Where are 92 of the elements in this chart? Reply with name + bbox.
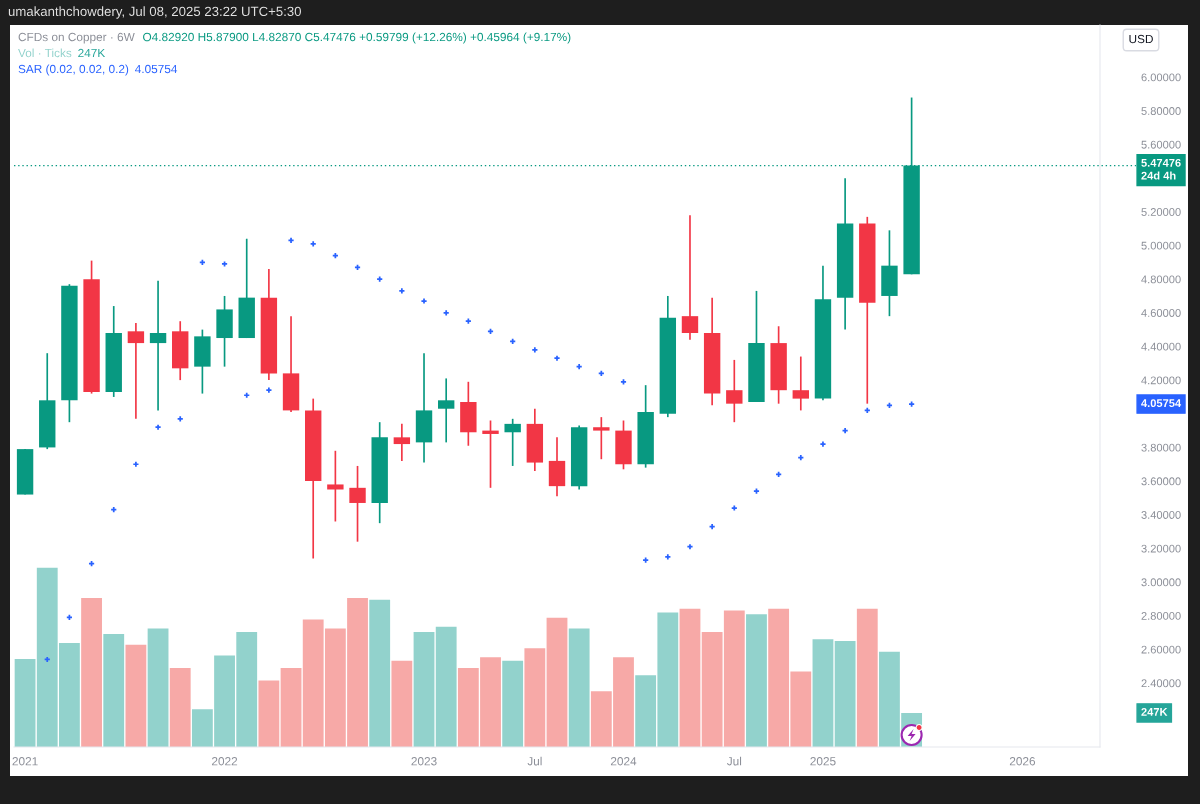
text: USD (1129, 34, 1153, 44)
y-tick-label: 5.60000 (1141, 140, 1181, 149)
point (399, 288, 405, 294)
bar (856, 608, 878, 747)
bar (280, 668, 302, 747)
point (288, 237, 294, 244)
point (820, 441, 826, 447)
y-tick-label: 3.80000 (1141, 443, 1181, 452)
point (532, 347, 538, 353)
x-tick-label: 2024 (610, 757, 637, 766)
text: 247K (1141, 708, 1168, 716)
bar (125, 644, 147, 747)
point (576, 364, 582, 370)
x-tick-label: 2025 (810, 757, 836, 766)
bar (81, 598, 102, 747)
x-tick-label: 2026 (1009, 757, 1036, 766)
bar (147, 628, 169, 747)
y-tick-label: 4.40000 (1141, 342, 1181, 351)
point (377, 276, 383, 282)
point (310, 241, 316, 247)
point (133, 461, 139, 467)
y-tick-label: 5.20000 (1141, 208, 1181, 216)
point (554, 355, 560, 361)
bar (546, 617, 568, 747)
y-tick-label: 4.20000 (1141, 376, 1181, 385)
bar (369, 599, 391, 747)
annotation: 247K (78, 48, 106, 58)
x-tick-label: 2021 (12, 757, 38, 766)
bar (834, 641, 856, 747)
x-tick-label: Jul (527, 756, 542, 766)
point (687, 544, 693, 550)
annotation: O4.82920 H5.87900 L4.82870 C5.47476 +0.59799 (+12.26%) +0.45964 (+9.17%) (143, 32, 571, 44)
point (177, 416, 183, 422)
point (155, 424, 161, 430)
bar (524, 648, 546, 747)
text: SAR (0.02, 0.02, 0.2) (18, 64, 129, 76)
y-tick-label: 3.60000 (1141, 477, 1181, 486)
bar (679, 608, 701, 747)
candlestick (327, 449, 344, 523)
y-tick-label: 3.20000 (1141, 544, 1181, 553)
candlestick (482, 419, 499, 489)
bar (568, 628, 590, 747)
candlestick (726, 359, 743, 424)
text: CFDs on Copper · 6W (18, 32, 135, 44)
point (421, 298, 427, 304)
point (731, 505, 737, 511)
bar (435, 626, 457, 747)
point (443, 310, 449, 316)
point (665, 554, 671, 560)
candlestick (792, 355, 809, 412)
bar (413, 632, 435, 747)
point (111, 507, 117, 513)
y-tick-label: 3.00000 (1141, 578, 1181, 587)
bar (14, 659, 36, 747)
y-tick-label: 4.80000 (1141, 275, 1181, 284)
candlestick (393, 423, 411, 462)
point (465, 318, 471, 324)
y-tick-label: 5.00000 (1141, 241, 1181, 250)
bar (258, 680, 280, 747)
candlestick (593, 416, 610, 461)
x-tick-label: 2022 (212, 757, 238, 766)
annotation: 4.05754 (135, 64, 178, 74)
bar (812, 639, 834, 747)
y-tick-label: 2.60000 (1141, 645, 1181, 654)
point (643, 557, 649, 563)
y-tick-label: 3.40000 (1141, 511, 1181, 519)
x-tick-label: Jul (726, 756, 742, 766)
text: Vol · Ticks (18, 48, 72, 58)
candlestick (149, 279, 167, 412)
candlestick (504, 417, 521, 467)
bar (746, 614, 767, 747)
candlestick (437, 377, 455, 444)
ref-line-label: 5.47476 24d 4h (1141, 158, 1181, 180)
point (909, 401, 915, 407)
candlestick (681, 214, 699, 341)
candlestick (349, 465, 366, 543)
candlestick (127, 322, 145, 420)
y-tick-label: 6.00000 (1141, 73, 1181, 82)
bar (391, 660, 413, 747)
x-tick-label: 2023 (411, 757, 437, 766)
y-tick-label: 2.80000 (1141, 611, 1181, 620)
text: umakanthchowdery, Jul 08, 2025 23:22 UTC+5:30 (8, 6, 301, 19)
bar (502, 660, 524, 747)
point (221, 261, 228, 267)
y-tick-label: 4.60000 (1141, 309, 1181, 317)
point (266, 387, 272, 393)
bar (103, 633, 125, 747)
bar (169, 668, 191, 747)
y-tick-label: 5.80000 (1141, 107, 1181, 115)
y-tick-label: 2.40000 (1141, 679, 1181, 688)
point (244, 392, 250, 398)
text: 4.05754 (1141, 399, 1182, 408)
